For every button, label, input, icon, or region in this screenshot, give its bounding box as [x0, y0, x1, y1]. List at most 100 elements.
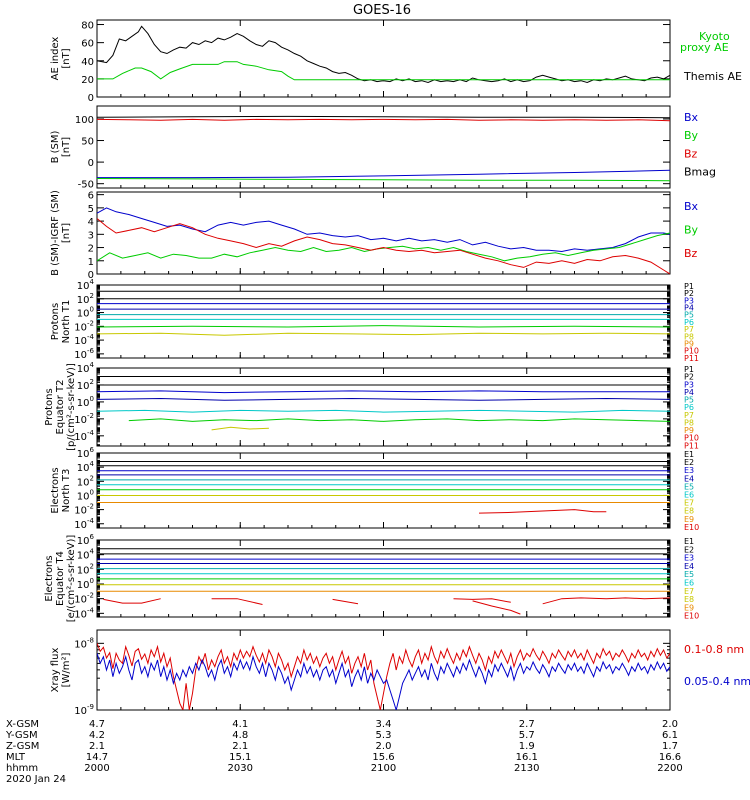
legend-item: E10 [684, 523, 699, 532]
footer-value: 15.6 [372, 752, 394, 763]
y-axis-label: Xray flux [50, 648, 61, 693]
footer-value: 2130 [514, 763, 539, 774]
legend-item: P10 [684, 434, 699, 443]
series-by [97, 178, 670, 182]
y-axis-label: [e/(cm²-s-sr-keV)] [66, 535, 77, 623]
y-tick-label: 80 [81, 21, 94, 32]
series-p7 [211, 426, 269, 431]
y-axis-label: Electrons [50, 467, 61, 513]
legend-item: P5 [684, 311, 694, 320]
legend-item: P7 [684, 325, 694, 334]
legend-item: P1 [684, 282, 694, 291]
legend-item: P2 [684, 373, 694, 382]
legend-item: E2 [684, 458, 694, 467]
y-tick-label: 10-2 [74, 592, 94, 606]
footer-value: 4.1 [232, 719, 248, 730]
footer-value: 14.7 [86, 752, 108, 763]
y-tick-label: 10-9 [74, 703, 94, 717]
series-p6 [128, 418, 670, 422]
series-themis-ae [97, 25, 670, 84]
series-p7 [97, 325, 670, 328]
y-axis-label: [nT] [61, 48, 72, 68]
y-tick-label: 20 [81, 75, 94, 86]
footer-value: 5.3 [376, 730, 392, 741]
y-tick-label: 10-4 [74, 517, 94, 531]
series-bx [97, 207, 670, 253]
y-tick-label: 102 [77, 378, 94, 392]
y-axis-label: [W/m²] [61, 652, 72, 687]
y-tick-label: 106 [77, 446, 95, 460]
footer-value: 4.2 [89, 730, 105, 741]
y-tick-label: 0 [88, 93, 94, 104]
series-e10 [478, 509, 607, 514]
legend-item: P2 [684, 289, 694, 298]
y-axis-label: Protons [50, 303, 61, 340]
y-axis-label: [nT] [61, 137, 72, 157]
legend-item: Bz [684, 147, 698, 160]
footer-value: 2000 [84, 763, 109, 774]
y-tick-label: 10-2 [74, 503, 94, 517]
y-tick-label: 0 [88, 158, 94, 169]
y-tick-label: 102 [77, 292, 94, 306]
y-axis-label: Equator T4 [55, 551, 66, 606]
footer-value: 2030 [228, 763, 253, 774]
series-p5 [97, 409, 670, 413]
legend-item: Bmag [684, 166, 716, 179]
legend-item: E5 [684, 570, 694, 579]
legend-item: P8 [684, 332, 694, 341]
y-tick-label: 10-6 [74, 347, 94, 361]
y-axis-label: North T3 [61, 469, 72, 513]
plot-title: GOES-16 [353, 3, 411, 18]
legend-item: Kyoto [699, 30, 730, 43]
legend-item: P8 [684, 418, 694, 427]
legend-item: E3 [684, 554, 694, 563]
series-p4 [97, 397, 670, 401]
footer-value: 2200 [657, 763, 682, 774]
legend-item: P4 [684, 304, 694, 313]
series-e10e [472, 600, 521, 615]
series-0-05-0-4-nm [97, 653, 670, 710]
legend-item: P11 [684, 441, 699, 450]
y-tick-label: 104 [77, 548, 95, 562]
panel-frame [96, 284, 671, 359]
legend-item: Bz [684, 247, 698, 260]
legend-item: E1 [684, 450, 694, 459]
footer-value: 2.1 [89, 741, 105, 752]
y-axis-label: Equator T2 [55, 380, 66, 435]
series-p8 [97, 332, 670, 336]
legend-item: Bx [684, 200, 699, 213]
y-tick-label: 5 [88, 204, 94, 215]
legend-item: P1 [684, 365, 694, 374]
legend-item: P6 [684, 403, 694, 412]
legend-item: proxy AE [680, 41, 729, 54]
legend-item: By [684, 223, 699, 236]
legend-item: P7 [684, 411, 694, 420]
series-bmag [97, 115, 670, 119]
legend-item: P11 [684, 354, 699, 363]
legend-item: P5 [684, 396, 694, 405]
y-tick-label: 102 [77, 474, 94, 488]
legend-item: P6 [684, 318, 694, 327]
y-tick-label: 10-2 [74, 319, 94, 333]
y-tick-label: 104 [77, 361, 95, 375]
series-p3 [97, 390, 670, 394]
panel-frame [96, 19, 671, 98]
footer-row-label: MLT [6, 752, 26, 763]
y-tick-label: 100 [77, 488, 94, 502]
legend-item: 0.05-0.4 nm [684, 675, 750, 688]
legend-item: E2 [684, 545, 694, 554]
footer-value: 16.6 [659, 752, 681, 763]
y-tick-label: 100 [77, 395, 94, 409]
footer-value: 2.7 [519, 719, 535, 730]
y-tick-label: 3 [88, 230, 94, 241]
y-axis-label: B (SM) [50, 130, 61, 163]
y-tick-label: 0 [88, 270, 94, 281]
series-e10f [542, 597, 670, 605]
legend-item: P3 [684, 296, 694, 305]
series-bz [97, 218, 670, 274]
footer-row-label: Z-GSM [6, 741, 39, 752]
legend-item: E4 [684, 474, 694, 483]
